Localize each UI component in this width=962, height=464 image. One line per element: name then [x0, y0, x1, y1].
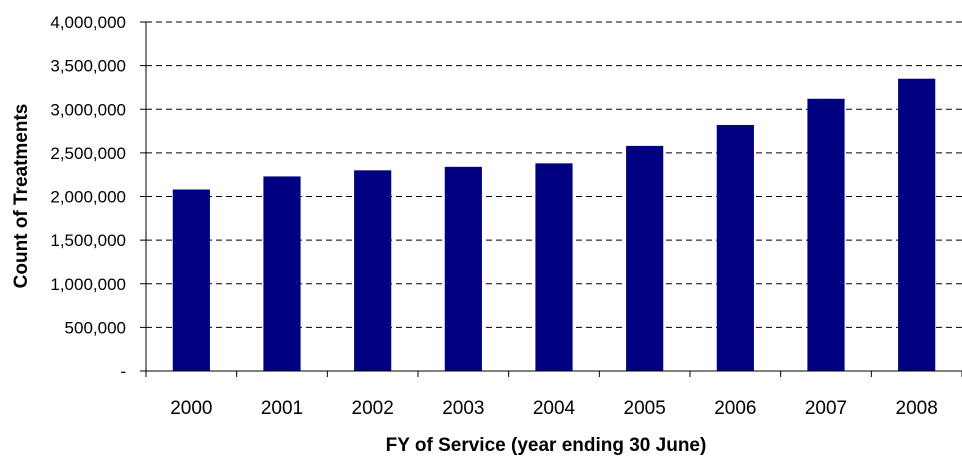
x-tick-label: 2001 [261, 398, 303, 419]
y-axis-label: Count of Treatments [11, 104, 32, 289]
y-tick-label: - [120, 362, 126, 381]
y-tick-label: 500,000 [65, 318, 126, 337]
x-tick-label: 2002 [352, 398, 394, 419]
y-tick-label: 4,000,000 [50, 13, 126, 32]
y-tick-label: 2,500,000 [50, 144, 126, 163]
y-tick-label: 1,000,000 [50, 275, 126, 294]
tick-labels: - 500,000 1,000,000 1,500,000 2,000,000 2,500… [50, 13, 937, 419]
bar-2000 [172, 189, 210, 371]
y-tick-label: 2,000,000 [50, 188, 126, 207]
y-tick-label: 3,000,000 [50, 100, 126, 119]
bar-2007 [807, 98, 845, 371]
bar-2001 [263, 176, 301, 371]
x-tick-label: 2007 [805, 398, 847, 419]
bars [172, 78, 936, 372]
bar-2006 [716, 124, 754, 371]
x-tick-label: 2004 [533, 398, 576, 419]
x-tick-label: 2000 [170, 398, 212, 419]
bar-2002 [354, 170, 392, 371]
x-tick-label: 2006 [714, 398, 756, 419]
x-tick-label: 2008 [896, 398, 938, 419]
axes [140, 21, 962, 377]
x-tick-label: 2005 [624, 398, 666, 419]
bar-2003 [444, 166, 482, 371]
y-tick-label: 3,500,000 [50, 57, 126, 76]
bar-2005 [626, 145, 664, 371]
bar-2004 [535, 163, 573, 371]
bar-2008 [898, 78, 936, 372]
x-axis-label: FY of Service (year ending 30 June) [386, 435, 707, 456]
x-tick-label: 2003 [442, 398, 484, 419]
y-tick-label: 1,500,000 [50, 231, 126, 250]
